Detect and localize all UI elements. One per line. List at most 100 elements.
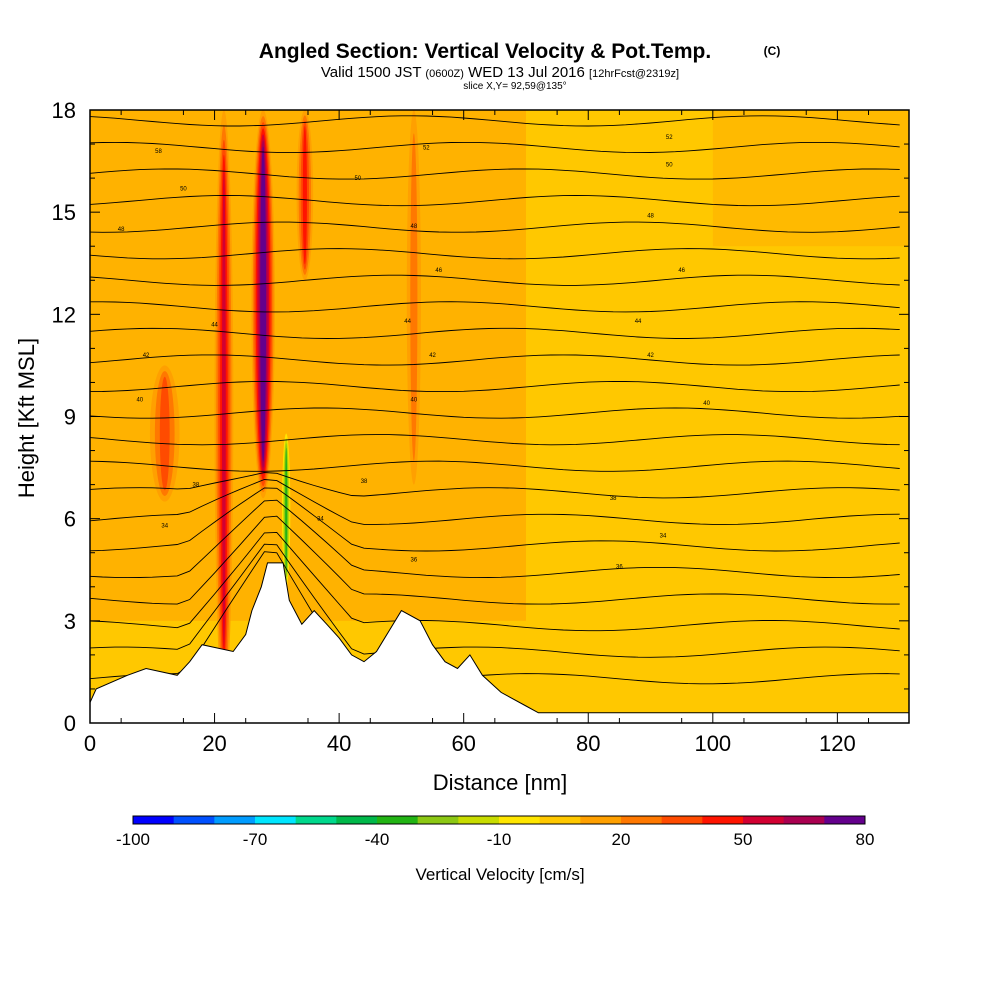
theta-contour-line-20	[90, 141, 900, 154]
colorbar-swatch-2	[214, 816, 256, 824]
colorbar-swatch-14	[702, 816, 744, 824]
theta-contour-label-4-1: 42	[429, 353, 436, 359]
theta-contour-label-9-1: 52	[666, 135, 673, 141]
theta-contour-label-4-2: 42	[647, 353, 654, 359]
theta-contour-label-8-2: 50	[666, 162, 673, 168]
y-tick-label-0: 0	[64, 711, 76, 736]
theta-contour-line-10	[90, 407, 900, 419]
colorbar-tick-label--70: -70	[243, 830, 268, 849]
theta-contour-label-2-0: 38	[193, 483, 200, 489]
theta-contour-line-9	[90, 434, 900, 446]
theta-contour-line-14	[90, 301, 900, 313]
theta-contour-label-10-0: 58	[155, 149, 162, 155]
theta-contour-line-13	[90, 327, 900, 339]
colorbar-tick-label-80: 80	[856, 830, 875, 849]
theta-contour-line-19	[90, 168, 900, 180]
theta-contour-line-18	[90, 195, 900, 207]
colorbar-swatch-16	[783, 816, 825, 824]
y-tick-label-9: 9	[64, 405, 76, 430]
theta-contour-label-1-0: 36	[411, 558, 418, 564]
theta-contour-label-7-0: 48	[118, 227, 125, 233]
colorbar-swatch-4	[295, 816, 337, 824]
colorbar-swatch-10	[539, 816, 581, 824]
theta-contour-label-5-1: 44	[404, 319, 411, 325]
theta-contour-line-8	[90, 460, 900, 472]
colorbar-tick-label--40: -40	[365, 830, 390, 849]
theta-contour-line-3	[90, 515, 900, 605]
colorbar-tick-label--100: -100	[116, 830, 150, 849]
velocity-feature-3-level-1	[410, 133, 418, 462]
theta-contour-line-1	[90, 543, 900, 658]
theta-contour-line-0	[90, 551, 900, 685]
colorbar-tick-label--10: -10	[487, 830, 512, 849]
theta-contour-line-5	[90, 487, 900, 552]
velocity-feature-2-level-3	[302, 125, 307, 265]
subtitle-date: WED 13 Jul 2016	[468, 64, 585, 81]
colorbar-swatch-9	[499, 816, 541, 824]
y-tick-label-12: 12	[52, 302, 76, 327]
velocity-feature-0-level-4	[222, 169, 226, 647]
colorbar: -100 -70 -40 -10 20 50 80	[116, 815, 875, 849]
y-tick-label-15: 15	[52, 200, 76, 225]
subtitle-valid: Valid 1500 JST	[321, 64, 421, 81]
theta-contour-label-6-0: 46	[435, 268, 442, 274]
y-axis-label: Height [Kft MSL]	[14, 338, 39, 498]
velocity-feature-1-level-7	[261, 152, 265, 456]
theta-contour-line-11	[90, 380, 900, 393]
theta-contour-label-3-0: 40	[136, 397, 143, 403]
x-tick-label-100: 100	[694, 731, 731, 756]
theta-contour-label-8-0: 50	[180, 186, 187, 192]
x-tick-label-40: 40	[327, 731, 351, 756]
subtitle-forecast: [12hrFcst@2319z]	[589, 68, 679, 80]
x-tick-label-0: 0	[84, 731, 96, 756]
colorbar-tick-label-20: 20	[612, 830, 631, 849]
x-tick-label-80: 80	[576, 731, 600, 756]
theta-contour-line-2	[90, 531, 900, 632]
colorbar-swatch-8	[458, 816, 500, 824]
theta-contour-label-9-0: 52	[423, 145, 430, 151]
velocity-feature-4-level-2	[159, 376, 170, 491]
theta-contour-line-6	[90, 479, 900, 525]
theta-contour-label-2-1: 38	[361, 479, 368, 485]
theta-contour-label-5-0: 44	[211, 323, 218, 329]
colorbar-tick-label-50: 50	[734, 830, 753, 849]
theta-contour-label-8-1: 50	[354, 176, 361, 182]
theta-contour-label-4-0: 42	[143, 353, 150, 359]
colorbar-swatch-1	[173, 816, 215, 824]
theta-contour-label-5-2: 44	[635, 319, 642, 325]
plot-layers: 34 34 34 36 36 38 38 38 40 40 40 42 42 42 44 44 44 46 46 48…	[90, 110, 909, 723]
theta-contour-label-0-0: 34	[161, 523, 168, 529]
chart-title: Angled Section: Vertical Velocity & Pot.…	[259, 40, 711, 63]
x-tick-label-60: 60	[451, 731, 475, 756]
colorbar-swatch-15	[743, 816, 785, 824]
y-tick-label-6: 6	[64, 507, 76, 532]
slice-label: slice X,Y= 92,59@135°	[463, 81, 566, 92]
x-axis-label: Distance [nm]	[433, 770, 568, 795]
colorbar-swatch-17	[824, 816, 866, 824]
x-tick-label-120: 120	[819, 731, 856, 756]
colorbar-swatch-13	[661, 816, 703, 824]
colorbar-swatch-12	[621, 816, 663, 824]
theta-contour-line-12	[90, 354, 900, 366]
colorbar-swatch-0	[133, 816, 175, 824]
velocity-field-east-band	[712, 110, 909, 247]
theta-contour-label-6-1: 46	[678, 268, 685, 274]
theta-contour-label-7-2: 48	[647, 214, 654, 220]
theta-contour-label-3-1: 40	[411, 397, 418, 403]
colorbar-swatch-5	[336, 816, 378, 824]
theta-contour-line-4	[90, 499, 900, 579]
theta-contour-line-7	[90, 472, 900, 499]
theta-contour-label-3-2: 40	[703, 401, 710, 407]
theta-contour-label-1-1: 36	[616, 564, 623, 570]
theta-contour-line-16	[90, 248, 900, 260]
theta-contour-label-2-2: 38	[610, 496, 617, 502]
plot-area: 34 34 34 36 36 38 38 38 40 40 40 42 42 42 44 44 44 46 46 48…	[90, 110, 909, 723]
theta-contour-line-17	[90, 221, 900, 233]
colorbar-label: Vertical Velocity [cm/s]	[415, 865, 584, 884]
colorbar-swatch-3	[255, 816, 297, 824]
y-tick-label-3: 3	[64, 609, 76, 634]
theta-contour-label-7-1: 48	[411, 224, 418, 230]
colorbar-frame	[132, 815, 866, 825]
